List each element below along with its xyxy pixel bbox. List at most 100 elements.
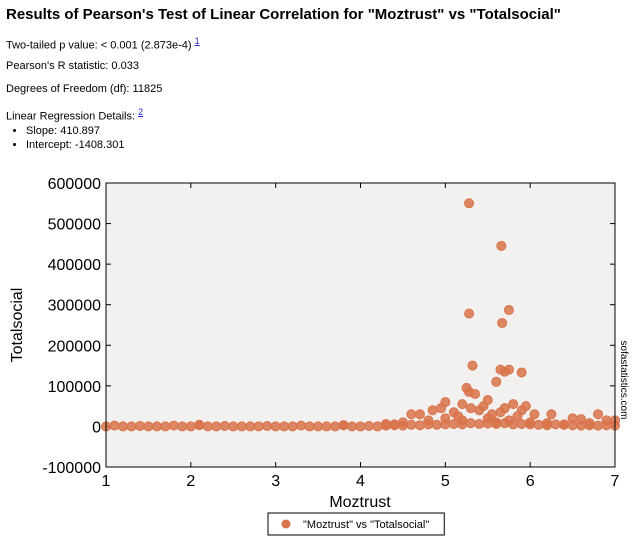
- point: [491, 417, 502, 428]
- x-tick-label: 2: [186, 473, 195, 490]
- y-tick-label: 300000: [48, 298, 101, 315]
- legend-label: "Moztrust" vs "Totalsocial": [303, 519, 429, 531]
- point: [584, 418, 595, 429]
- point: [279, 421, 290, 432]
- point: [414, 420, 425, 431]
- point: [304, 421, 315, 432]
- regression-list: Slope: 410.897 Intercept: -1408.301: [12, 124, 124, 152]
- point: [497, 317, 508, 328]
- point: [431, 419, 442, 430]
- point: [465, 403, 476, 414]
- point: [228, 421, 239, 432]
- point: [143, 421, 154, 432]
- point: [330, 421, 341, 432]
- x-tick-label: 1: [102, 473, 111, 490]
- x-axis-label: Moztrust: [329, 494, 391, 511]
- point: [134, 421, 145, 432]
- point: [516, 367, 527, 378]
- point: [236, 421, 247, 432]
- stat-line: Degrees of Freedom (df): 11825: [6, 83, 163, 95]
- point: [253, 421, 264, 432]
- point: [503, 304, 514, 315]
- point: [347, 421, 358, 432]
- x-tick-label: 6: [526, 473, 535, 490]
- point: [529, 409, 540, 420]
- point: [559, 419, 570, 430]
- y-tick-label: 200000: [48, 338, 101, 355]
- point: [440, 413, 451, 424]
- x-tick-label: 7: [611, 473, 620, 490]
- plot-border: [105, 182, 616, 468]
- point: [313, 421, 324, 432]
- point: [567, 413, 578, 424]
- point: [593, 409, 604, 420]
- point: [262, 421, 273, 432]
- point: [436, 403, 447, 414]
- point: [355, 421, 366, 432]
- point: [406, 419, 417, 430]
- y-tick-label: 500000: [48, 217, 101, 234]
- point: [474, 418, 485, 429]
- point: [338, 420, 349, 431]
- chart: Totalsocial Moztrust sofastatistics.com …: [9, 176, 629, 536]
- point: [321, 421, 332, 432]
- point: [457, 415, 468, 426]
- y-tick-label: 0: [92, 419, 101, 436]
- regression-label: Linear Regression Details:: [6, 110, 136, 123]
- x-tick-label: 5: [441, 473, 450, 490]
- regression-heading: Linear Regression Details: 2: [6, 107, 143, 123]
- point: [372, 421, 383, 432]
- point: [211, 421, 222, 432]
- legend-box: [267, 512, 445, 536]
- x-tick-label: 4: [356, 473, 365, 490]
- point: [470, 388, 481, 399]
- point: [576, 414, 587, 425]
- point: [503, 415, 514, 426]
- point: [503, 364, 514, 375]
- watermark: sofastatistics.com: [618, 341, 629, 420]
- footnote-link[interactable]: 1: [194, 36, 200, 46]
- point: [496, 240, 507, 251]
- point: [533, 419, 544, 430]
- y-tick-label: 400000: [48, 257, 101, 274]
- point: [126, 421, 137, 432]
- point: [601, 415, 612, 426]
- point: [194, 419, 205, 430]
- point: [542, 418, 553, 429]
- point: [464, 308, 475, 319]
- point: [495, 407, 506, 418]
- point: [380, 418, 391, 429]
- x-tick-label: 3: [271, 473, 280, 490]
- point: [414, 409, 425, 420]
- point: [270, 421, 281, 432]
- point: [151, 421, 162, 432]
- point: [202, 421, 213, 432]
- point: [593, 420, 604, 431]
- point: [363, 421, 374, 432]
- legend-marker: [281, 519, 291, 529]
- point: [508, 399, 519, 410]
- regression-item: Intercept: -1408.301: [26, 138, 124, 152]
- point: [287, 421, 298, 432]
- point: [219, 421, 230, 432]
- stat-line: Two-tailed p value: < 0.001 (2.873e-4) 1: [6, 36, 200, 52]
- point: [109, 420, 120, 431]
- point: [185, 421, 196, 432]
- y-tick-label: 100000: [48, 379, 101, 396]
- point: [467, 360, 478, 371]
- point: [474, 405, 485, 416]
- stat-line: Pearson's R statistic: 0.033: [6, 60, 139, 72]
- page-title: Results of Pearson's Test of Linear Corr…: [6, 6, 561, 23]
- y-tick-label: 600000: [48, 176, 101, 193]
- point: [177, 421, 188, 432]
- point: [245, 421, 256, 432]
- y-axis-label: Totalsocial: [9, 288, 26, 363]
- regression-item: Slope: 410.897: [26, 124, 124, 138]
- point: [482, 413, 493, 424]
- point: [296, 420, 307, 431]
- footnote-link[interactable]: 2: [138, 107, 144, 117]
- point: [464, 198, 475, 209]
- stat-text: Two-tailed p value: < 0.001 (2.873e-4): [6, 39, 192, 52]
- point: [525, 417, 536, 428]
